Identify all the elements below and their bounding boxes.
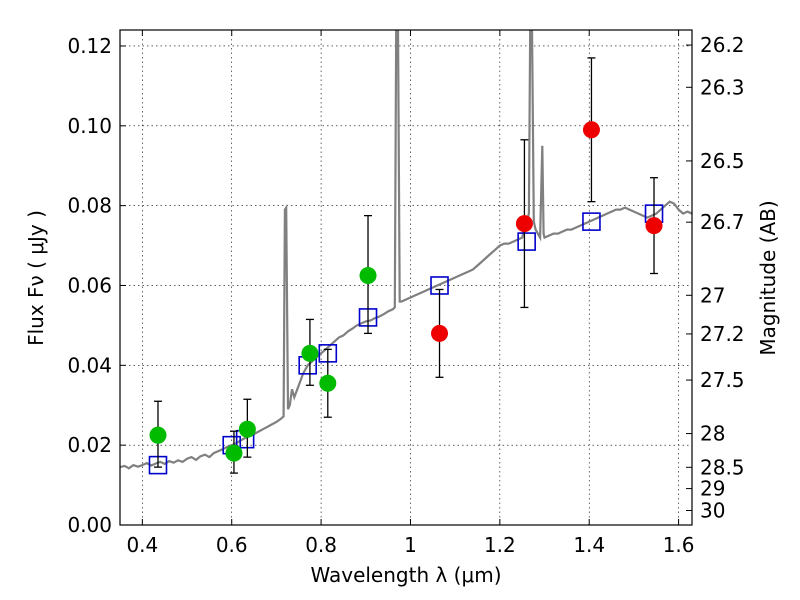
model-photometry-square: [517, 232, 536, 251]
y-axis-label: Flux Fν ( μJy ): [24, 210, 48, 346]
right-axis-label: Magnitude (AB): [756, 200, 780, 355]
plot-area: [120, 30, 692, 475]
right-tick-label: 26.3: [700, 75, 745, 99]
right-tick-label: 30: [700, 499, 725, 523]
photometry-point: [225, 444, 243, 462]
photometry-point: [319, 374, 337, 392]
right-tick-label: 27.5: [700, 368, 745, 392]
photometry-point: [431, 324, 449, 342]
model-photometry-square: [582, 212, 601, 231]
x-tick-label: 0.6: [216, 533, 248, 557]
right-tick-label: 29: [700, 477, 725, 501]
photometry-point: [515, 215, 533, 233]
photometry-point: [359, 267, 377, 285]
y-tick-label: 0.04: [67, 353, 112, 377]
x-tick-label: 1.6: [663, 533, 695, 557]
x-axis-label: Wavelength λ (μm): [310, 563, 501, 587]
y-tick-label: 0.10: [67, 114, 112, 138]
plot-frame: [119, 29, 693, 526]
y-tick-label: 0.02: [67, 433, 112, 457]
x-tick-label: 1.4: [573, 533, 605, 557]
right-tick-label: 27.2: [700, 322, 745, 346]
photometry-point: [582, 121, 600, 139]
y-tick-label: 0.00: [67, 513, 112, 537]
photometry-point: [238, 420, 256, 438]
y-tick-label: 0.12: [67, 34, 112, 58]
photometry-point: [149, 426, 167, 444]
photometry-point: [301, 344, 319, 362]
x-tick-label: 1: [404, 533, 417, 557]
x-tick-label: 0.4: [126, 533, 158, 557]
ticks: 0.4 0.6 0.8 1 1.2 1.4 1.6 0.00 0.02 0.04 0.06 0.08 0…: [67, 30, 745, 557]
y-tick-label: 0.06: [67, 273, 112, 297]
spectrum-line: [120, 30, 692, 470]
right-tick-label: 26.2: [700, 33, 745, 57]
x-tick-label: 1.2: [484, 533, 516, 557]
right-tick-label: 26.7: [700, 210, 745, 234]
right-tick-label: 27: [700, 283, 725, 307]
y-tick-label: 0.08: [67, 194, 112, 218]
right-tick-label: 28.5: [700, 455, 745, 479]
grid: [120, 30, 692, 526]
right-tick-label: 26.5: [700, 149, 745, 173]
x-tick-label: 0.8: [305, 533, 337, 557]
right-tick-label: 28: [700, 422, 725, 446]
photometry-point: [645, 217, 663, 235]
